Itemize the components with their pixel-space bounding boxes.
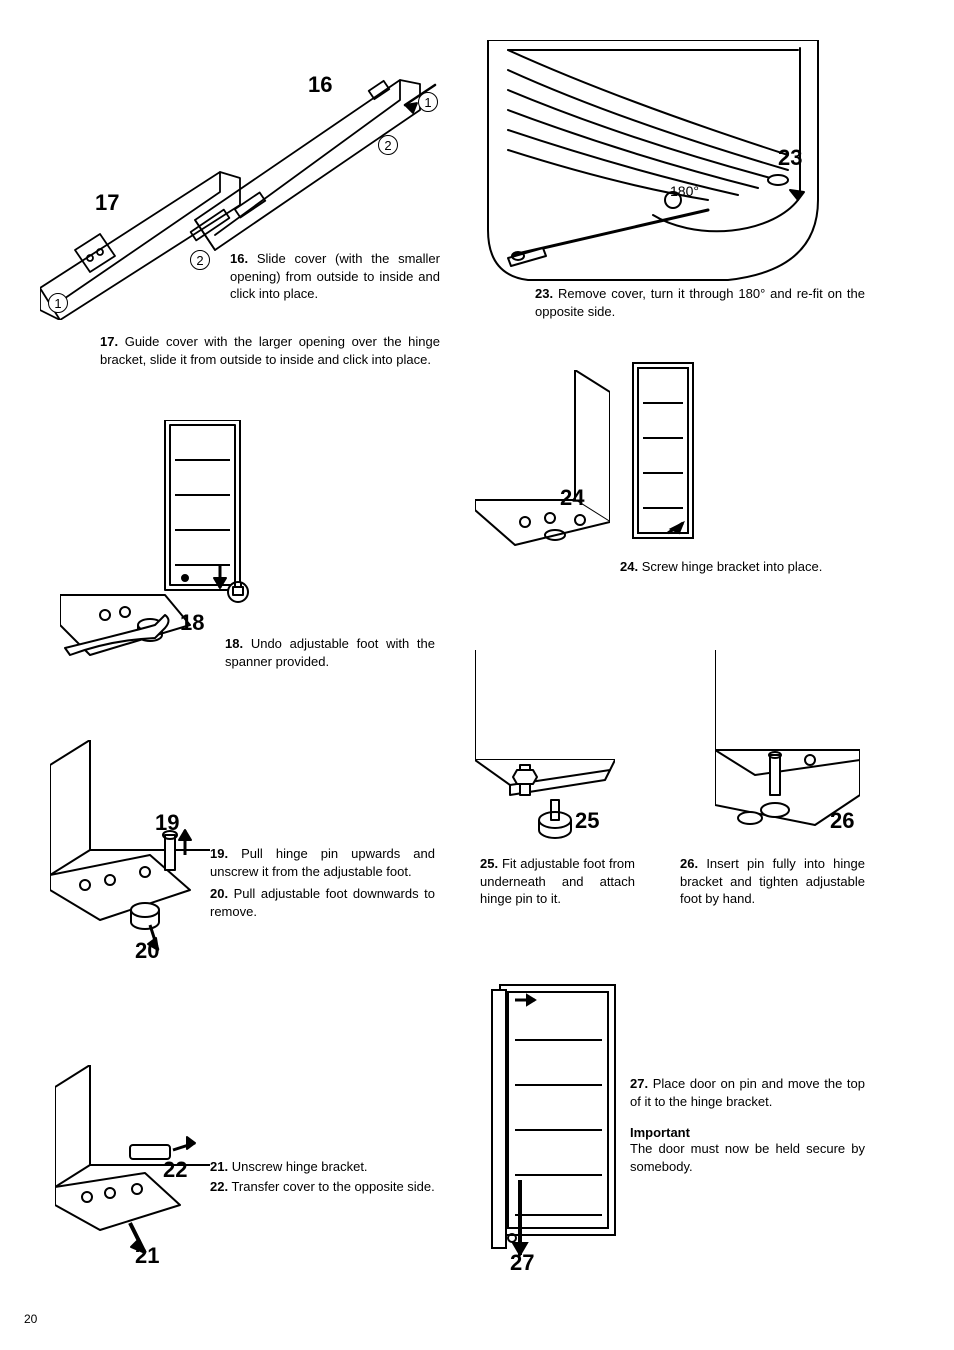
step-25-text: Fit adjustable foot from underneath and … [480, 856, 635, 906]
step-17-num: 17. [100, 334, 118, 349]
callout-2b: 2 [190, 250, 210, 270]
step-26-text: Insert pin fully into hinge bracket and … [680, 856, 865, 906]
step-22-num: 22. [210, 1179, 228, 1194]
fig-label-20: 20 [135, 938, 159, 964]
fig-label-22: 22 [163, 1157, 187, 1183]
step-23-num: 23. [535, 286, 553, 301]
step-19: 19. Pull hinge pin upwards and unscrew i… [210, 845, 435, 880]
step-19-num: 19. [210, 846, 228, 861]
step-21-num: 21. [210, 1159, 228, 1174]
figure-23: 23 180° [478, 40, 828, 285]
step-22-text: Transfer cover to the opposite side. [231, 1179, 434, 1194]
step-20-text: Pull adjustable foot downwards to remove… [210, 886, 435, 919]
figure-23-svg [478, 40, 828, 285]
step-16: 16. Slide cover (with the smaller openin… [230, 250, 440, 303]
callout-1a: 1 [418, 92, 438, 112]
step-20-num: 20. [210, 886, 228, 901]
figure-21-22: 22 21 [55, 1065, 210, 1265]
step-27-num: 27. [630, 1076, 648, 1091]
fig-label-21: 21 [135, 1243, 159, 1269]
step-22: 22. Transfer cover to the opposite side. [210, 1178, 440, 1196]
step-25-num: 25. [480, 856, 498, 871]
step-21: 21. Unscrew hinge bracket. [210, 1158, 440, 1176]
step-20: 20. Pull adjustable foot downwards to re… [210, 885, 435, 920]
figure-24a-svg [475, 370, 610, 590]
fig-label-19: 19 [155, 810, 179, 836]
step-24-text: Screw hinge bracket into place. [642, 559, 823, 574]
figure-27-svg [490, 980, 620, 1270]
step-27: 27. Place door on pin and move the top o… [630, 1075, 865, 1110]
fig-label-27: 27 [510, 1250, 534, 1276]
fig-label-18: 18 [180, 610, 204, 636]
figure-24a: 24 [475, 370, 610, 590]
fig-label-24: 24 [560, 485, 584, 511]
step-17: 17. Guide cover with the larger opening … [100, 333, 440, 368]
step-18-num: 18. [225, 636, 243, 651]
important-block: Important The door must now be held secu… [630, 1125, 865, 1175]
fig-label-25: 25 [575, 808, 599, 834]
step-16-num: 16. [230, 251, 248, 266]
manual-page: 16 17 1 2 2 1 16. Slide cover (with the … [0, 0, 954, 1350]
step-23: 23. Remove cover, turn it through 180° a… [535, 285, 865, 320]
callout-2a: 2 [378, 135, 398, 155]
step-26: 26. Insert pin fully into hinge bracket … [680, 855, 865, 908]
figure-18: 18 [60, 420, 260, 670]
angle-label: 180° [670, 183, 699, 199]
step-25: 25. Fit adjustable foot from underneath … [480, 855, 635, 908]
important-text: The door must now be held secure by some… [630, 1140, 865, 1175]
step-16-text: Slide cover (with the smaller opening) f… [230, 251, 440, 301]
figure-18-svg [60, 420, 260, 670]
step-21-text: Unscrew hinge bracket. [232, 1159, 368, 1174]
step-24-num: 24. [620, 559, 638, 574]
figure-25: 25 [475, 650, 615, 840]
step-26-num: 26. [680, 856, 698, 871]
callout-1b: 1 [48, 293, 68, 313]
figure-24b [628, 358, 708, 548]
fig-label-26: 26 [830, 808, 854, 834]
step-17-text: Guide cover with the larger opening over… [100, 334, 440, 367]
fig-label-16: 16 [308, 72, 332, 98]
figure-27: 27 [490, 980, 620, 1270]
figure-19-20-svg [50, 740, 210, 960]
step-27-text: Place door on pin and move the top of it… [630, 1076, 865, 1109]
page-number: 20 [24, 1312, 37, 1326]
fig-label-17: 17 [95, 190, 119, 216]
step-23-text: Remove cover, turn it through 180° and r… [535, 286, 865, 319]
figure-19-20: 19 20 [50, 740, 210, 960]
step-18: 18. Undo adjustable foot with the spanne… [225, 635, 435, 670]
important-heading: Important [630, 1125, 865, 1140]
step-18-text: Undo adjustable foot with the spanner pr… [225, 636, 435, 669]
figure-26: 26 [715, 650, 860, 840]
fig-label-23: 23 [778, 145, 802, 171]
step-24: 24. Screw hinge bracket into place. [620, 558, 860, 576]
figure-24b-svg [628, 358, 708, 548]
step-19-text: Pull hinge pin upwards and unscrew it fr… [210, 846, 435, 879]
